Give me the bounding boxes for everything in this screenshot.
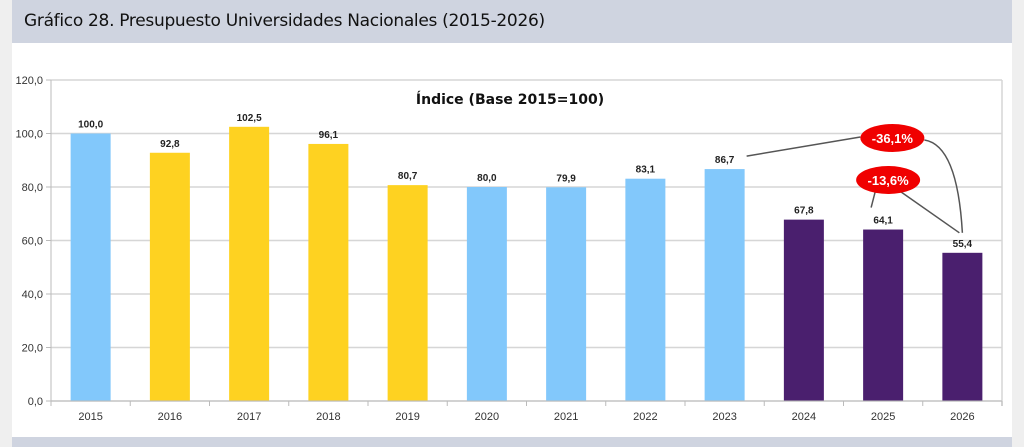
bar-2019 — [387, 185, 428, 401]
x-tick-label: 2017 — [237, 411, 261, 423]
bar-2025 — [863, 229, 904, 401]
bar-2023 — [704, 169, 745, 401]
value-label: 96,1 — [319, 130, 339, 141]
x-tick-label: 2021 — [554, 411, 578, 423]
value-label: 92,8 — [160, 139, 180, 150]
value-label: 100,0 — [78, 120, 103, 131]
bar-2022 — [625, 178, 666, 401]
bar-2016 — [149, 152, 190, 401]
y-tick-label: 100,0 — [15, 129, 43, 141]
bar-2017 — [229, 126, 270, 401]
y-tick-label: 20,0 — [22, 343, 43, 355]
x-tick-label: 2019 — [395, 411, 419, 423]
x-tick-label: 2018 — [316, 411, 340, 423]
bar-2020 — [466, 187, 507, 401]
x-tick-label: 2026 — [950, 411, 974, 423]
x-axis-ticks: 2015 2016 2017 2018 2019 2020 2021 2022 2023 2024… — [50, 400, 1003, 423]
x-tick-label: 2022 — [633, 411, 657, 423]
value-label: 102,5 — [237, 113, 262, 124]
value-label: 67,8 — [794, 206, 814, 217]
page-title: Gráfico 28. Presupuesto Universidades Na… — [24, 11, 545, 31]
bar-2024 — [783, 219, 824, 401]
y-tick-label: 60,0 — [22, 236, 43, 248]
y-axis-ticks: 0,0 20,0 40,0 60,0 80,0 100,0 120,0 — [15, 75, 51, 408]
x-tick-label: 2016 — [158, 411, 182, 423]
y-tick-label: 120,0 — [15, 75, 43, 87]
x-tick-label: 2015 — [78, 411, 102, 423]
value-label: 86,7 — [715, 155, 735, 166]
bar-2026 — [942, 252, 983, 401]
bar-2021 — [546, 187, 587, 401]
annotation-label: -36,1% — [872, 131, 914, 146]
value-label: 55,4 — [953, 239, 973, 250]
header-band — [12, 0, 1012, 43]
annotation-badge — [860, 124, 925, 152]
bar-2018 — [308, 143, 349, 401]
value-label: 64,1 — [873, 216, 893, 227]
bar-2015 — [70, 133, 111, 401]
value-labels: 100,0 92,8 102,5 96,1 80,7 80,0 79,9 83,1 86,7 67… — [78, 113, 972, 250]
value-label: 83,1 — [636, 165, 656, 176]
connector-line — [924, 139, 964, 233]
y-tick-label: 40,0 — [22, 289, 43, 301]
annotations: -36,1% -13,6% — [746, 124, 964, 234]
connector-line — [870, 191, 876, 208]
connector-line — [900, 191, 960, 234]
bars — [70, 126, 983, 401]
y-tick-label: 0,0 — [28, 396, 43, 408]
value-label: 79,9 — [556, 173, 576, 184]
annotation-label: -13,6% — [868, 173, 910, 188]
chart-title: Índice (Base 2015=100) — [416, 91, 604, 108]
x-tick-label: 2025 — [871, 411, 895, 423]
annotation-badge — [856, 166, 921, 194]
footer-band — [12, 437, 1012, 447]
value-label: 80,7 — [398, 171, 418, 182]
x-tick-label: 2024 — [792, 411, 816, 423]
x-tick-label: 2023 — [712, 411, 736, 423]
left-margin-strip — [0, 0, 12, 447]
y-tick-label: 80,0 — [22, 182, 43, 194]
connector-line — [746, 136, 861, 157]
value-label: 80,0 — [477, 173, 497, 184]
gridlines — [50, 79, 1003, 406]
x-tick-label: 2020 — [475, 411, 499, 423]
